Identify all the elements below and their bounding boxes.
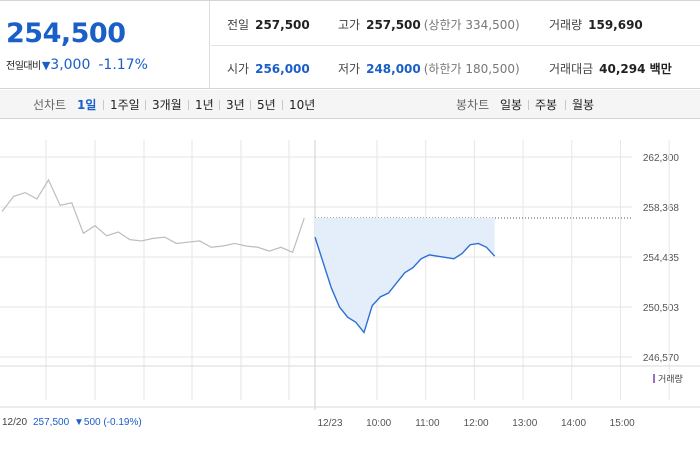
price-change: 전일대비▼3,000 ‑1.17% bbox=[6, 54, 148, 73]
y-tick-label: 258,368 bbox=[643, 203, 680, 214]
stat-open: 시가 256,000 bbox=[227, 60, 310, 77]
change-percent: ‑1.17% bbox=[98, 57, 148, 73]
stat-high: 고가 257,500 (상한가 334,500) bbox=[338, 16, 520, 33]
tab-divider bbox=[145, 100, 146, 110]
stat-value: 159,690 bbox=[588, 18, 643, 32]
y-tick-label: 262,300 bbox=[643, 153, 680, 164]
x-tick-label: 14:00 bbox=[561, 418, 586, 429]
stat-label: 고가 bbox=[338, 18, 361, 32]
tab-divider bbox=[528, 100, 529, 110]
prev-day-change: ▼500 (‑0.19%) bbox=[74, 417, 142, 428]
quote-stats: 전일 257,500 고가 257,500 (상한가 334,500) 거래량 159,… bbox=[211, 1, 700, 89]
stat-amount: 거래대금 40,294 백만 bbox=[549, 60, 672, 77]
tab-divider bbox=[103, 100, 104, 110]
stat-label: 시가 bbox=[227, 62, 250, 76]
candle-chart-label: 봉차트 bbox=[456, 98, 490, 112]
tab-1-year[interactable]: 1년 bbox=[195, 98, 214, 112]
tab-divider bbox=[188, 100, 189, 110]
x-tick-label: 15:00 bbox=[610, 418, 635, 429]
x-tick-label: 12/23 bbox=[317, 418, 342, 429]
quote-header: 254,500 전일대비▼3,000 ‑1.17% 전일 257,500 고가 257… bbox=[0, 0, 700, 89]
y-tick-label: 250,503 bbox=[643, 303, 680, 314]
stat-value: 256,000 bbox=[255, 62, 310, 76]
stat-value: 248,000 bbox=[366, 62, 421, 76]
x-tick-label: 11:00 bbox=[415, 418, 440, 429]
line-chart-label: 선차트 bbox=[33, 98, 67, 112]
tab-divider bbox=[565, 100, 566, 110]
stat-label: 전일 bbox=[227, 18, 250, 32]
stat-value: 257,500 bbox=[255, 18, 310, 32]
line-prev-session bbox=[1, 178, 305, 254]
y-tick-label: 254,435 bbox=[643, 253, 680, 264]
x-tick-label: 13:00 bbox=[512, 418, 537, 429]
upper-limit: (상한가 334,500) bbox=[423, 18, 520, 32]
tab-3-months[interactable]: 3개월 bbox=[152, 98, 182, 112]
volume-legend-swatch bbox=[653, 374, 655, 383]
tab-3-years[interactable]: 3년 bbox=[226, 98, 245, 112]
stat-value: 40,294 백만 bbox=[599, 62, 672, 76]
tab-10-years[interactable]: 10년 bbox=[289, 98, 316, 112]
stat-prev-close: 전일 257,500 bbox=[227, 16, 310, 33]
change-value: 3,000 bbox=[50, 57, 91, 73]
x-tick-label: 10:00 bbox=[366, 418, 391, 429]
prev-day-close: 257,500 bbox=[33, 417, 70, 428]
stat-low: 저가 248,000 (하한가 180,500) bbox=[338, 60, 520, 77]
tab-divider bbox=[282, 100, 283, 110]
stat-label: 저가 bbox=[338, 62, 361, 76]
price-chart: 262,300 258,368 254,435 250,503 246,570 12/23… bbox=[0, 140, 700, 429]
stats-divider bbox=[211, 45, 700, 46]
x-tick-label: 12:00 bbox=[464, 418, 489, 429]
tab-divider bbox=[219, 100, 220, 110]
tab-divider bbox=[250, 100, 251, 110]
y-tick-label: 246,570 bbox=[643, 353, 680, 364]
area-current-session bbox=[315, 218, 495, 333]
tab-5-years[interactable]: 5년 bbox=[257, 98, 276, 112]
chart-period-bar: 선차트 1일 1주일 3개월 1년 3년 5년 10년 봉차트 일봉 주봉 월봉 bbox=[0, 90, 700, 119]
tab-weekly-candle[interactable]: 주봉 bbox=[535, 98, 558, 112]
stat-label: 거래량 bbox=[549, 18, 583, 32]
lower-limit: (하한가 180,500) bbox=[423, 62, 520, 76]
current-price: 254,500 bbox=[6, 18, 126, 49]
current-price-panel: 254,500 전일대비▼3,000 ‑1.17% bbox=[0, 1, 210, 89]
stat-volume: 거래량 159,690 bbox=[549, 16, 643, 33]
change-label: 전일대비 bbox=[6, 61, 41, 72]
volume-legend-label: 거래량 bbox=[658, 373, 683, 384]
stat-label: 거래대금 bbox=[549, 62, 594, 76]
stat-value: 257,500 bbox=[366, 18, 421, 32]
tab-1-week[interactable]: 1주일 bbox=[110, 98, 140, 112]
line-current-session bbox=[314, 236, 496, 334]
tab-monthly-candle[interactable]: 월봉 bbox=[572, 98, 595, 112]
down-arrow-icon: ▼ bbox=[41, 59, 51, 72]
prev-day-date: 12/20 bbox=[2, 417, 27, 428]
tab-daily-candle[interactable]: 일봉 bbox=[500, 98, 523, 112]
tab-1-day[interactable]: 1일 bbox=[77, 98, 97, 112]
